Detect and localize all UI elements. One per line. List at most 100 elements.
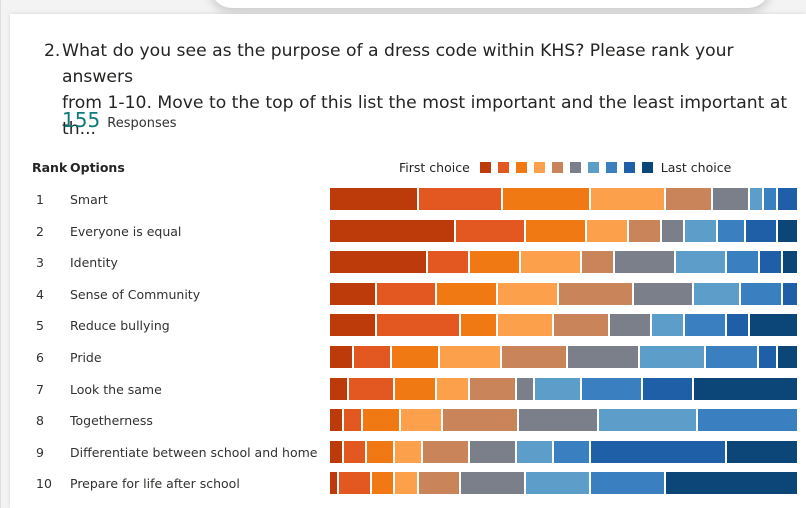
bar-segment-choice-6[interactable] xyxy=(633,282,695,305)
bar-segment-choice-7[interactable] xyxy=(684,219,718,242)
bar-segment-choice-5[interactable] xyxy=(582,251,615,274)
bar-segment-choice-1[interactable] xyxy=(330,346,354,368)
bar-segment-choice-9[interactable] xyxy=(745,219,779,242)
bar-segment-choice-5[interactable] xyxy=(666,188,713,210)
bar-segment-choice-3[interactable] xyxy=(470,251,522,274)
bar-segment-choice-3[interactable] xyxy=(363,409,401,432)
bar-segment-choice-8[interactable] xyxy=(684,314,727,337)
bar-segment-choice-4[interactable] xyxy=(521,251,583,274)
bar-segment-choice-8[interactable] xyxy=(554,440,592,463)
bar-segment-choice-8[interactable] xyxy=(706,346,759,368)
rank-distribution-bar[interactable] xyxy=(330,282,797,305)
bar-segment-choice-2[interactable] xyxy=(376,282,438,305)
bar-segment-choice-7[interactable] xyxy=(652,314,685,337)
bar-segment-choice-3[interactable] xyxy=(395,377,438,400)
bar-segment-choice-4[interactable] xyxy=(400,409,444,432)
bar-segment-choice-5[interactable] xyxy=(418,472,461,495)
bar-segment-choice-7[interactable] xyxy=(675,251,727,274)
bar-segment-choice-10[interactable] xyxy=(666,472,797,495)
bar-segment-choice-8[interactable] xyxy=(726,251,760,274)
bar-segment-choice-7[interactable] xyxy=(639,346,707,368)
bar-segment-choice-7[interactable] xyxy=(750,188,765,210)
bar-segment-choice-10[interactable] xyxy=(778,219,797,242)
bar-segment-choice-8[interactable] xyxy=(717,219,746,242)
bar-segment-choice-1[interactable] xyxy=(330,251,429,274)
bar-segment-choice-2[interactable] xyxy=(353,346,392,368)
bar-segment-choice-10[interactable] xyxy=(726,440,797,463)
bar-segment-choice-4[interactable] xyxy=(437,377,471,400)
bar-segment-choice-5[interactable] xyxy=(423,440,471,463)
bar-segment-choice-9[interactable] xyxy=(642,377,695,400)
bar-segment-choice-8[interactable] xyxy=(740,282,783,305)
bar-segment-choice-6[interactable] xyxy=(460,472,527,495)
bar-segment-choice-9[interactable] xyxy=(759,251,783,274)
bar-segment-choice-2[interactable] xyxy=(339,472,373,495)
bar-segment-choice-7[interactable] xyxy=(598,409,698,432)
bar-segment-choice-5[interactable] xyxy=(554,314,611,337)
rank-distribution-bar[interactable] xyxy=(330,188,797,210)
bar-segment-choice-3[interactable] xyxy=(460,314,499,337)
bar-segment-choice-4[interactable] xyxy=(586,219,629,242)
bar-segment-choice-4[interactable] xyxy=(395,440,424,463)
bar-segment-choice-1[interactable] xyxy=(330,282,377,305)
bar-segment-choice-3[interactable] xyxy=(437,282,499,305)
bar-segment-choice-5[interactable] xyxy=(470,377,517,400)
bar-segment-choice-7[interactable] xyxy=(526,472,592,495)
bar-segment-choice-1[interactable] xyxy=(330,440,344,463)
bar-segment-choice-2[interactable] xyxy=(344,440,368,463)
bar-segment-choice-9[interactable] xyxy=(758,346,778,368)
bar-segment-choice-1[interactable] xyxy=(330,188,419,210)
rank-distribution-bar[interactable] xyxy=(330,314,797,337)
bar-segment-choice-6[interactable] xyxy=(516,377,536,400)
bar-segment-choice-4[interactable] xyxy=(395,472,419,495)
bar-segment-choice-6[interactable] xyxy=(610,314,653,337)
bar-segment-choice-10[interactable] xyxy=(782,251,797,274)
bar-segment-choice-6[interactable] xyxy=(568,346,640,368)
bar-segment-choice-6[interactable] xyxy=(712,188,751,210)
bar-segment-choice-2[interactable] xyxy=(418,188,503,210)
bar-segment-choice-1[interactable] xyxy=(330,314,377,337)
bar-segment-choice-6[interactable] xyxy=(470,440,517,463)
bar-segment-choice-9[interactable] xyxy=(782,282,797,305)
bar-segment-choice-5[interactable] xyxy=(558,282,634,305)
bar-segment-choice-6[interactable] xyxy=(614,251,676,274)
bar-segment-choice-5[interactable] xyxy=(443,409,519,432)
bar-segment-choice-3[interactable] xyxy=(391,346,440,368)
rank-distribution-bar[interactable] xyxy=(330,219,797,242)
bar-segment-choice-3[interactable] xyxy=(367,440,396,463)
bar-segment-choice-7[interactable] xyxy=(516,440,555,463)
rank-distribution-bar[interactable] xyxy=(330,472,797,495)
bar-segment-choice-1[interactable] xyxy=(330,409,345,432)
bar-segment-choice-3[interactable] xyxy=(502,188,592,210)
bar-segment-choice-7[interactable] xyxy=(535,377,583,400)
bar-segment-choice-3[interactable] xyxy=(372,472,396,495)
bar-segment-choice-6[interactable] xyxy=(661,219,685,242)
rank-distribution-bar[interactable] xyxy=(330,346,797,368)
bar-segment-choice-2[interactable] xyxy=(456,219,527,242)
bar-segment-choice-4[interactable] xyxy=(591,188,667,210)
bar-segment-choice-2[interactable] xyxy=(428,251,471,274)
bar-segment-choice-3[interactable] xyxy=(526,219,587,242)
rank-distribution-bar[interactable] xyxy=(330,409,797,432)
bar-segment-choice-8[interactable] xyxy=(697,409,797,432)
bar-segment-choice-6[interactable] xyxy=(518,409,599,432)
bar-segment-choice-9[interactable] xyxy=(591,440,727,463)
rank-distribution-bar[interactable] xyxy=(330,440,797,463)
bar-segment-choice-8[interactable] xyxy=(591,472,667,495)
bar-segment-choice-5[interactable] xyxy=(501,346,569,368)
bar-segment-choice-1[interactable] xyxy=(330,219,457,242)
bar-segment-choice-10[interactable] xyxy=(777,346,797,368)
bar-segment-choice-9[interactable] xyxy=(726,314,751,337)
rank-distribution-bar[interactable] xyxy=(330,377,797,400)
bar-segment-choice-9[interactable] xyxy=(778,188,797,210)
bar-segment-choice-2[interactable] xyxy=(344,409,363,432)
bar-segment-choice-7[interactable] xyxy=(694,282,741,305)
bar-segment-choice-4[interactable] xyxy=(439,346,502,368)
bar-segment-choice-2[interactable] xyxy=(348,377,396,400)
bar-segment-choice-10[interactable] xyxy=(694,377,797,400)
bar-segment-choice-8[interactable] xyxy=(764,188,779,210)
bar-segment-choice-1[interactable] xyxy=(330,377,349,400)
bar-segment-choice-5[interactable] xyxy=(628,219,662,242)
rank-distribution-bar[interactable] xyxy=(330,251,797,274)
bar-segment-choice-4[interactable] xyxy=(498,282,559,305)
